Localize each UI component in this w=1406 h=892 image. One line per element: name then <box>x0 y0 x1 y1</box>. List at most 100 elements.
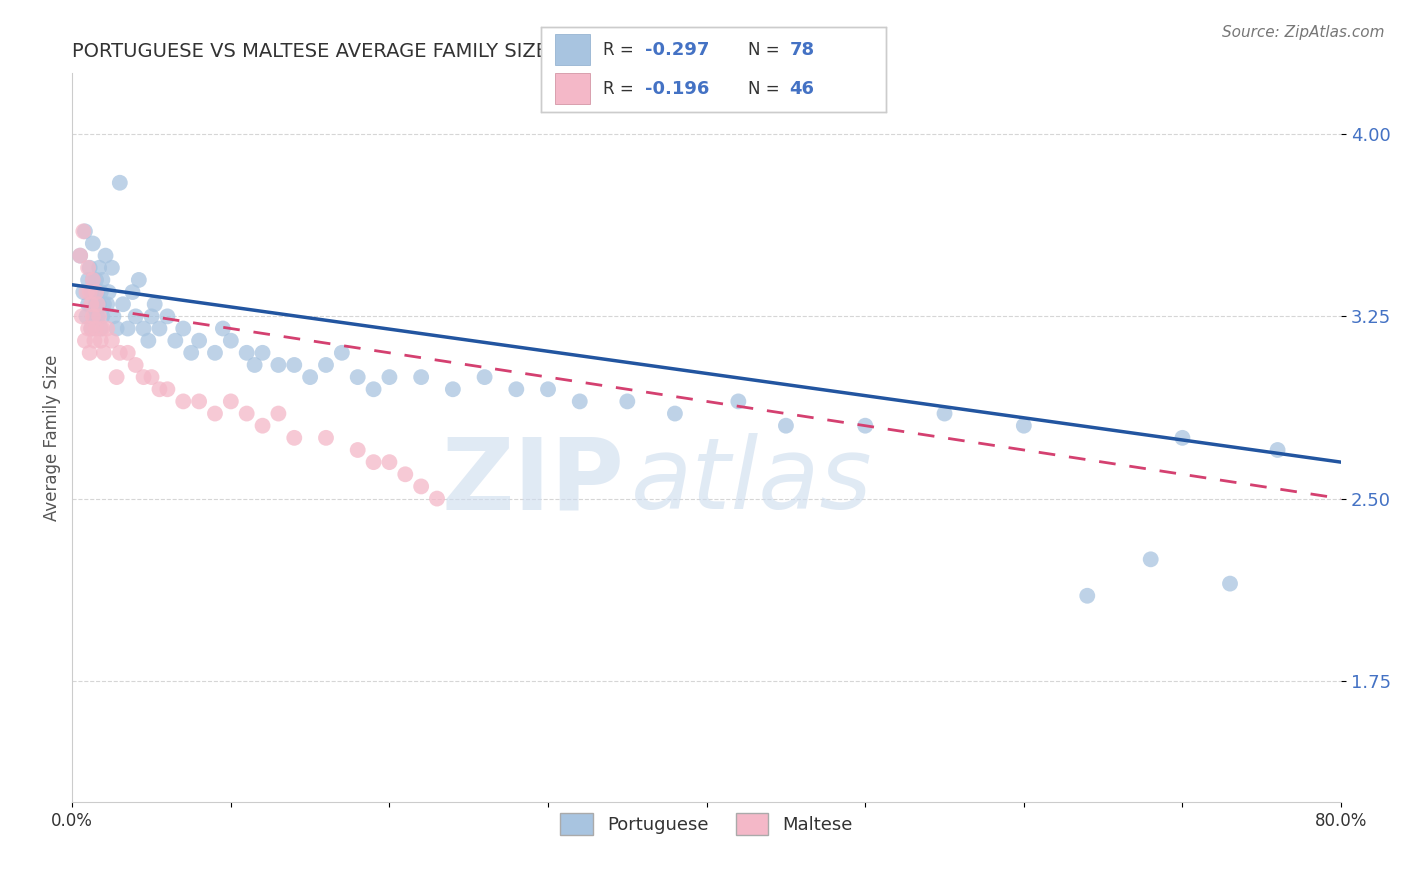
Point <box>934 407 956 421</box>
Point <box>83 310 105 324</box>
Point <box>775 418 797 433</box>
Text: R =: R = <box>603 79 640 97</box>
Point <box>79 346 101 360</box>
Point <box>411 370 433 384</box>
Point <box>180 346 202 360</box>
Point <box>93 346 115 360</box>
Point <box>80 297 103 311</box>
Point <box>235 407 257 421</box>
Point <box>89 297 111 311</box>
Text: 46: 46 <box>789 79 814 97</box>
Point <box>90 334 112 348</box>
Point <box>79 260 101 275</box>
Point <box>568 394 591 409</box>
Point <box>73 334 96 348</box>
Point <box>86 297 108 311</box>
Point <box>441 382 464 396</box>
Point <box>1267 442 1289 457</box>
Point <box>76 310 98 324</box>
Point <box>1076 589 1098 603</box>
Point <box>121 285 143 299</box>
Point <box>315 431 337 445</box>
Point <box>1219 576 1241 591</box>
Point <box>86 310 108 324</box>
Text: N =: N = <box>748 41 785 59</box>
Point <box>80 285 103 299</box>
Text: ZIP: ZIP <box>441 434 624 530</box>
Point <box>91 310 114 324</box>
Point <box>315 358 337 372</box>
Point <box>411 479 433 493</box>
Point <box>299 370 322 384</box>
Point <box>89 310 111 324</box>
Point <box>72 285 94 299</box>
Point <box>82 273 104 287</box>
Point <box>243 358 266 372</box>
Point <box>132 321 155 335</box>
Point <box>1139 552 1161 566</box>
FancyBboxPatch shape <box>555 35 589 65</box>
Text: Source: ZipAtlas.com: Source: ZipAtlas.com <box>1222 25 1385 40</box>
Point <box>267 358 290 372</box>
Point <box>83 285 105 299</box>
Point <box>90 321 112 335</box>
Point <box>105 321 128 335</box>
Point <box>91 273 114 287</box>
Point <box>84 321 107 335</box>
Point <box>853 418 876 433</box>
Point <box>89 260 111 275</box>
Point <box>84 273 107 287</box>
Point <box>83 334 105 348</box>
Point <box>124 310 146 324</box>
Point <box>616 394 638 409</box>
Point <box>148 382 170 396</box>
Point <box>73 224 96 238</box>
Point <box>132 370 155 384</box>
Point <box>108 346 131 360</box>
Point <box>138 334 160 348</box>
Point <box>378 455 401 469</box>
Point <box>117 346 139 360</box>
Point <box>267 407 290 421</box>
Point <box>188 334 211 348</box>
Text: R =: R = <box>603 41 640 59</box>
Text: -0.196: -0.196 <box>645 79 709 97</box>
Point <box>505 382 527 396</box>
Point <box>346 442 368 457</box>
Point <box>108 176 131 190</box>
Point <box>346 370 368 384</box>
Point <box>235 346 257 360</box>
Point <box>165 334 187 348</box>
FancyBboxPatch shape <box>555 73 589 103</box>
Point <box>90 285 112 299</box>
Point <box>117 321 139 335</box>
Point <box>128 273 150 287</box>
Point <box>219 394 242 409</box>
Point <box>82 273 104 287</box>
Point <box>330 346 353 360</box>
Point <box>1012 418 1035 433</box>
Point <box>69 249 91 263</box>
Point <box>84 297 107 311</box>
Text: atlas: atlas <box>630 434 872 530</box>
Point <box>172 394 194 409</box>
Point <box>378 370 401 384</box>
Point <box>101 334 124 348</box>
Point <box>363 382 385 396</box>
Point <box>283 358 305 372</box>
Point <box>77 297 100 311</box>
Point <box>727 394 749 409</box>
Point <box>80 321 103 335</box>
Point <box>77 273 100 287</box>
Text: 78: 78 <box>789 41 814 59</box>
Point <box>219 334 242 348</box>
Point <box>143 297 166 311</box>
Legend: Portuguese, Maltese: Portuguese, Maltese <box>551 805 862 844</box>
Point <box>84 285 107 299</box>
Point <box>105 370 128 384</box>
Point <box>141 310 163 324</box>
Point <box>363 455 385 469</box>
Point <box>252 418 274 433</box>
Text: N =: N = <box>748 79 785 97</box>
Point <box>72 224 94 238</box>
